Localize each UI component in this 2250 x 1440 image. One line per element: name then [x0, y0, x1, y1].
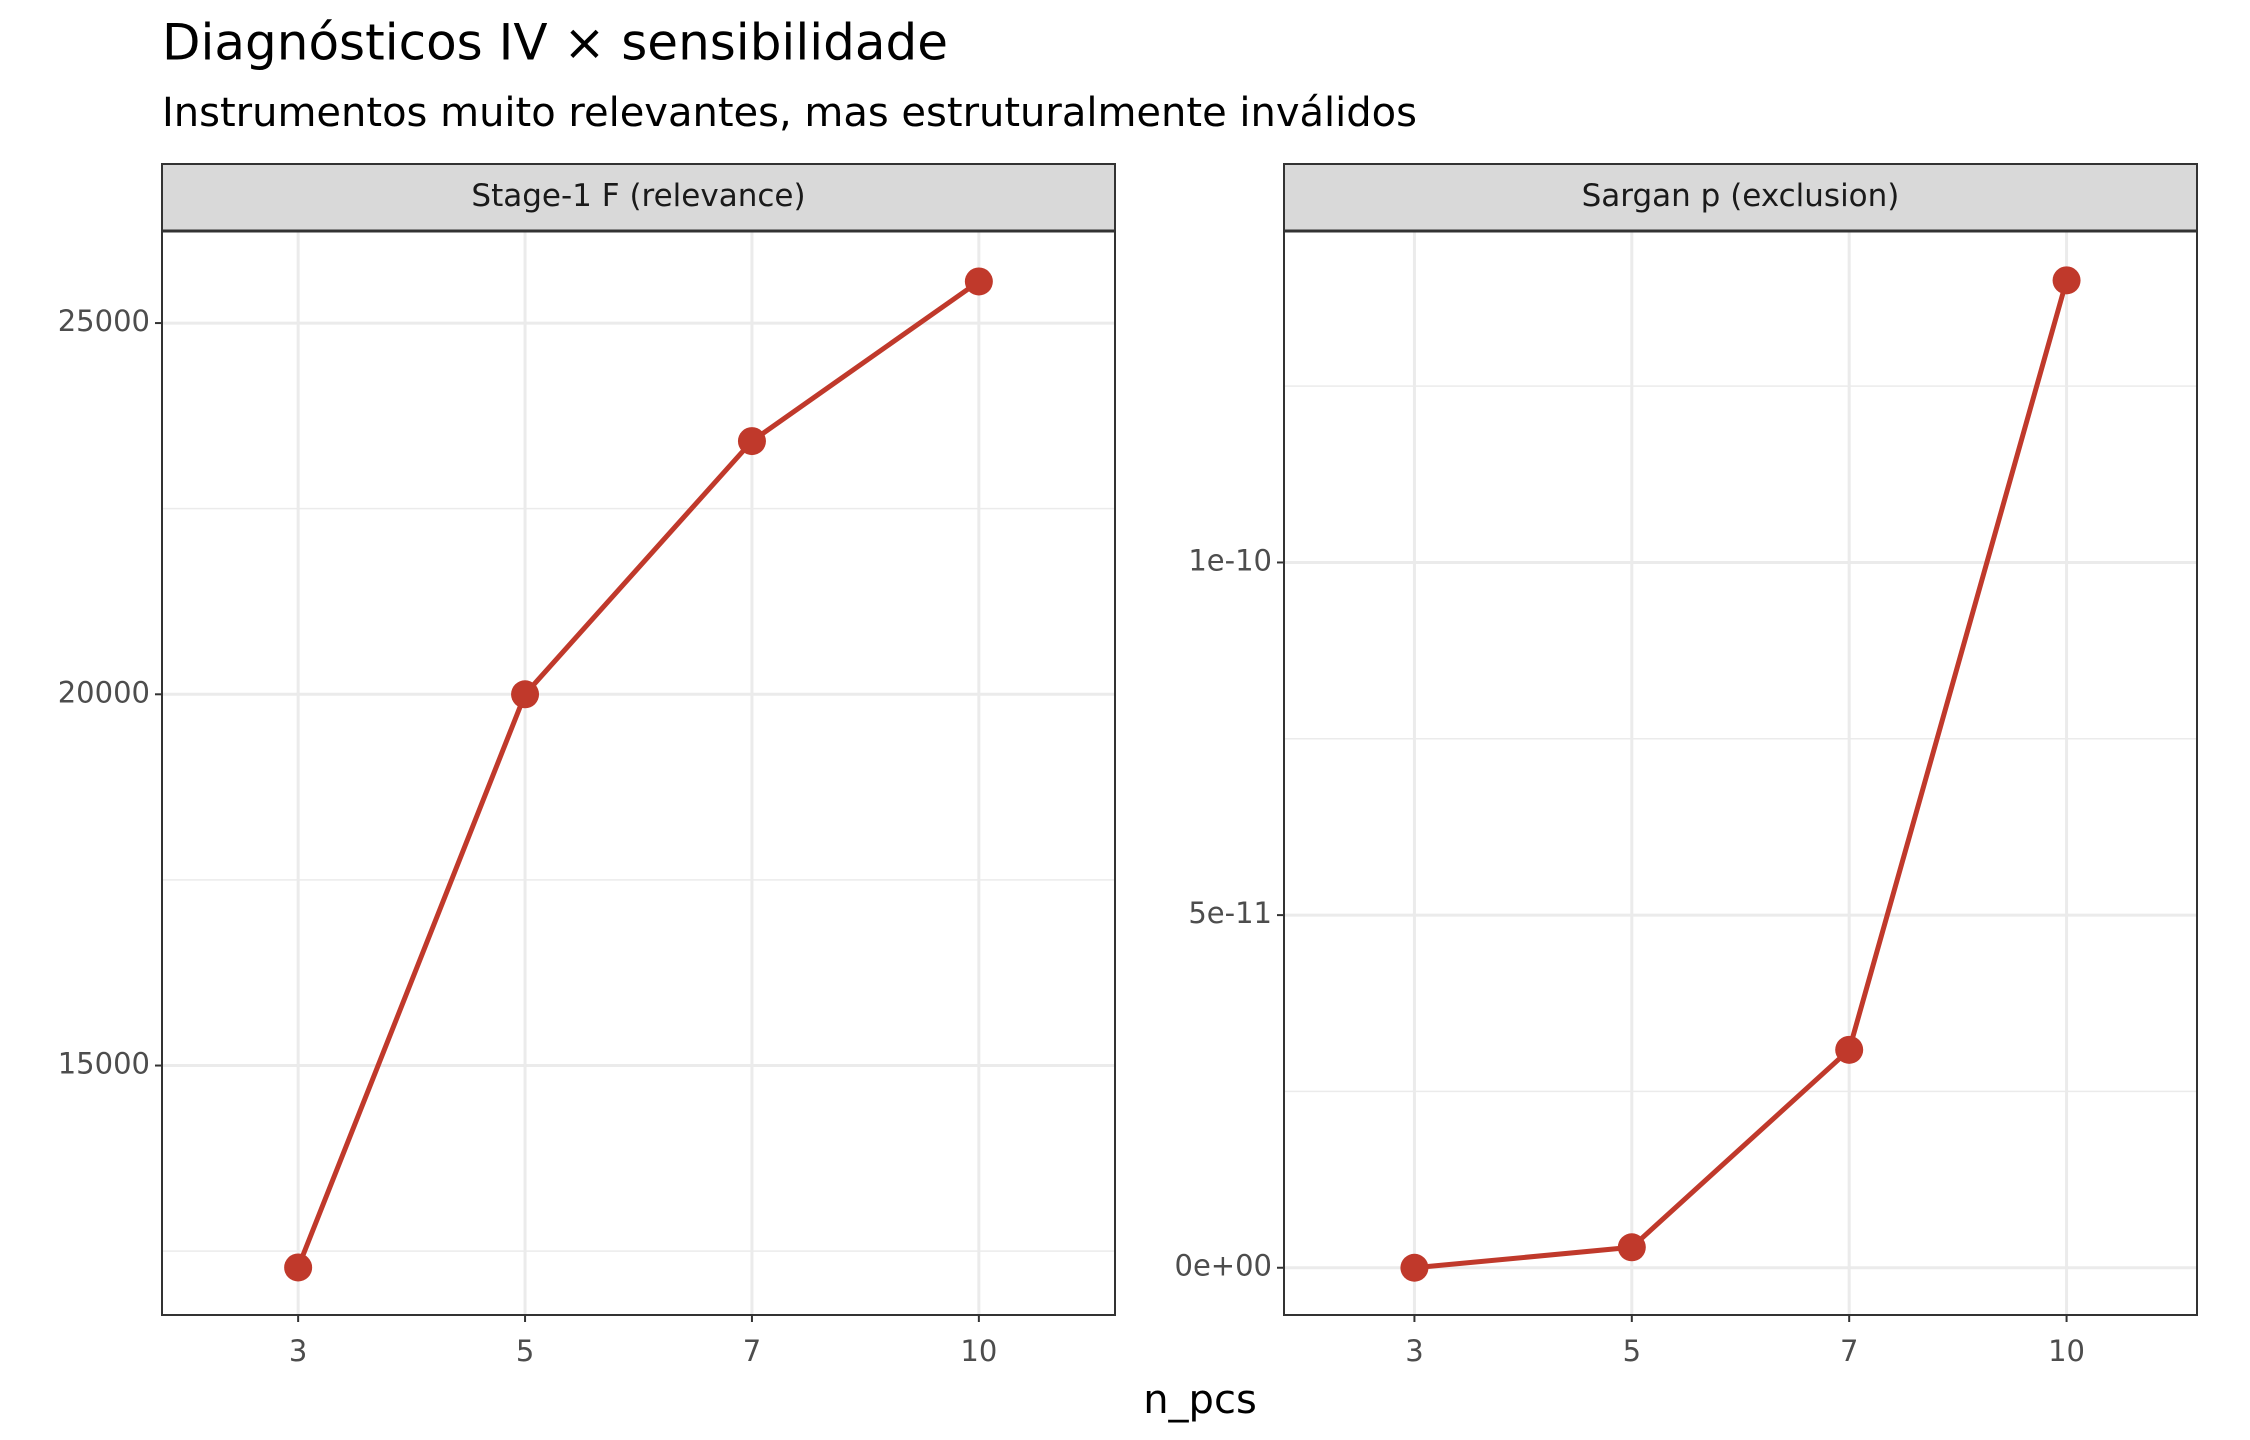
chart-title: Diagnósticos IV × sensibilidade	[162, 14, 948, 72]
x-tick-label: 3	[289, 1334, 307, 1368]
y-tick-label: 0e+00	[1175, 1249, 1273, 1283]
data-point	[511, 680, 540, 709]
y-tick-label: 20000	[58, 675, 150, 709]
x-axis-label: n_pcs	[1143, 1377, 1257, 1423]
y-tick-label: 5e-11	[1188, 896, 1272, 930]
data-point	[1835, 1035, 1864, 1064]
y-tick-label: 1e-10	[1188, 543, 1272, 577]
y-tick-label: 25000	[58, 304, 150, 338]
panel-background	[162, 231, 1115, 1315]
panel-border	[161, 230, 1116, 1316]
data-line	[1414, 279, 2069, 1271]
panel-border	[1283, 230, 2198, 1316]
x-tick-label: 3	[1405, 1334, 1423, 1368]
data-point	[284, 1253, 313, 1282]
strip-title: Sargan p (exclusion)	[1582, 178, 1900, 214]
data-point	[964, 267, 993, 296]
strip-title: Stage-1 F (relevance)	[471, 178, 805, 214]
data-point	[2052, 266, 2081, 295]
panel-background	[1284, 231, 2197, 1315]
x-tick-label: 7	[1840, 1334, 1858, 1368]
chart-subtitle: Instrumentos muito relevantes, mas estru…	[162, 90, 1417, 136]
data-line	[295, 279, 981, 1269]
data-point	[1617, 1233, 1646, 1262]
strip	[161, 163, 1116, 232]
data-point	[1400, 1253, 1429, 1282]
x-tick-label: 5	[1623, 1334, 1641, 1368]
x-tick-label: 10	[2048, 1334, 2085, 1368]
data-point	[737, 427, 766, 456]
x-tick-label: 7	[743, 1334, 761, 1368]
x-tick-label: 5	[516, 1334, 534, 1368]
x-tick-label: 10	[960, 1334, 997, 1368]
strip	[1283, 163, 2198, 232]
y-tick-label: 15000	[58, 1047, 150, 1081]
